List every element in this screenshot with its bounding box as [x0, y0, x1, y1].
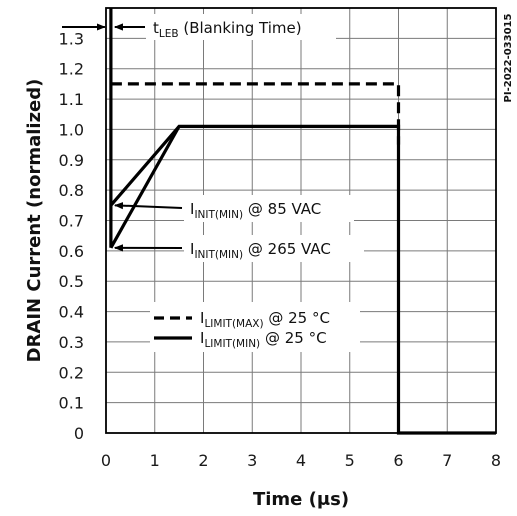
y-tick-label: 0.7	[59, 212, 84, 231]
y-tick-label: 1.1	[59, 90, 84, 109]
figure-code: PI-2022-033015	[503, 13, 514, 102]
y-tick-label: 0.2	[59, 363, 84, 382]
y-tick-label: 0.9	[59, 151, 84, 170]
series-line-0	[110, 82, 401, 145]
leb-label: tLEB (Blanking Time)	[153, 19, 302, 40]
annotations-layer: tLEB (Blanking Time) IINIT(MIN) @ 85 VAC I…	[62, 14, 364, 262]
legend-label-1: ILIMIT(MIN) @ 25 °C	[200, 329, 327, 350]
y-tick-label: 0.4	[59, 303, 84, 322]
series-line-2	[109, 125, 181, 249]
init85-label: IINIT(MIN) @ 85 VAC	[190, 200, 321, 221]
legend-background	[150, 302, 360, 352]
y-tick-label: 0.6	[59, 242, 84, 261]
label-mask	[146, 14, 336, 40]
x-tick-label: 7	[442, 451, 452, 470]
y-tick-label: 1.3	[59, 29, 84, 48]
x-tick-label: 1	[150, 451, 160, 470]
x-tick-label: 6	[393, 451, 403, 470]
y-tick-label: 0.3	[59, 333, 84, 352]
x-tick-label: 5	[345, 451, 355, 470]
plot-frame	[105, 7, 497, 434]
y-tick-label: 0	[74, 424, 84, 443]
label-mask	[184, 235, 364, 262]
tick-labels: 0 1 2 3 4 5 6 7 8 0 0.1 0.2 0.3 0.4 0.5 0.6 0.7 0.8 0.9 1.0…	[59, 29, 502, 470]
y-tick-label: 0.1	[59, 394, 84, 413]
x-tick-label: 3	[247, 451, 257, 470]
x-tick-label: 8	[491, 451, 501, 470]
series-line-1	[109, 124, 496, 435]
legend-label-0: ILIMIT(MAX) @ 25 °C	[200, 309, 330, 330]
y-tick-label: 1.0	[59, 120, 84, 139]
init85-arrow	[113, 202, 183, 210]
y-axis-title: DRAIN Current (normalized)	[24, 79, 45, 363]
x-tick-label: 0	[101, 451, 111, 470]
init265-label: IINIT(MIN) @ 265 VAC	[190, 240, 331, 261]
label-mask	[184, 195, 354, 222]
x-tick-label: 2	[198, 451, 208, 470]
x-axis-title: Time (μs)	[253, 489, 349, 510]
x-tick-label: 4	[296, 451, 306, 470]
y-tick-label: 1.2	[59, 60, 84, 79]
y-tick-label: 0.5	[59, 272, 84, 291]
y-tick-label: 0.8	[59, 181, 84, 200]
